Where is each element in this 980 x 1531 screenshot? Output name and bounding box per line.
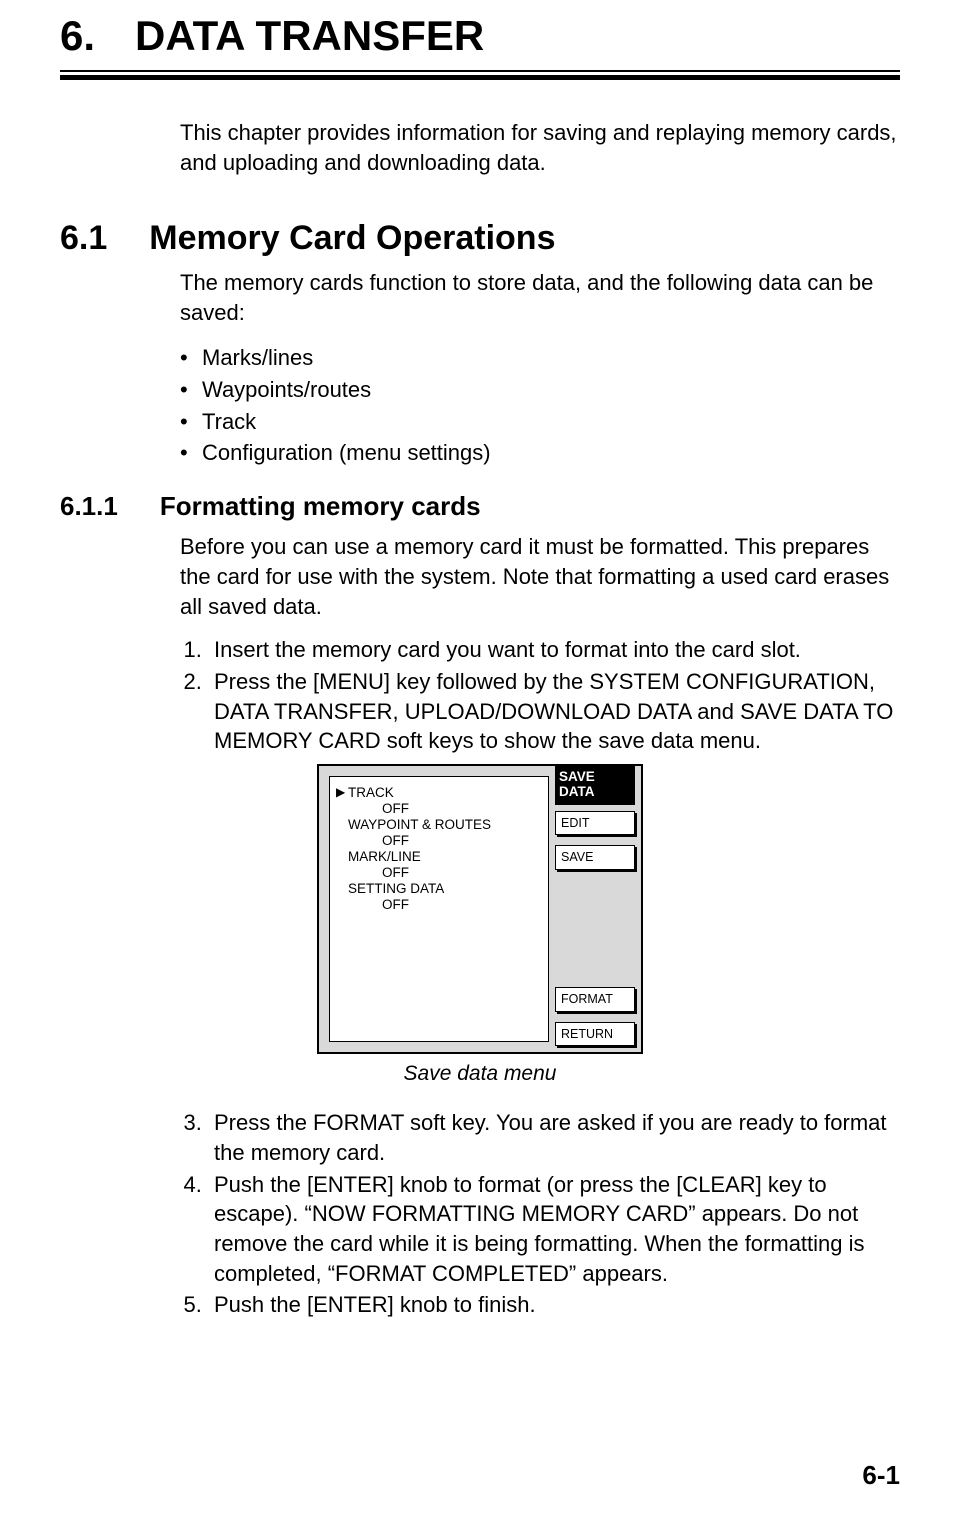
list-item: Track [180,406,900,438]
list-item: Marks/lines [180,342,900,374]
step-4: Push the [ENTER] knob to format (or pres… [208,1170,900,1289]
menu-item-label: SETTING DATA [348,881,444,897]
list-item: Configuration (menu settings) [180,437,900,469]
save-data-menu-figure: ▶ TRACK OFF WAYPOINT & ROUTES OFF MARK/L… [60,764,900,1094]
steps-list-part1: Insert the memory card you want to forma… [180,635,900,756]
section-number: 6.1 [60,219,107,258]
menu-panel: ▶ TRACK OFF WAYPOINT & ROUTES OFF MARK/L… [329,776,549,1042]
section-6-1-heading: 6.1 Memory Card Operations [60,219,900,258]
chapter-number: 6. [60,12,95,60]
chapter-title: 6. DATA TRANSFER [60,12,900,66]
section-title: Memory Card Operations [149,219,555,258]
softkey-return[interactable]: RETURN [555,1022,635,1047]
section-6-1-1-heading: 6.1.1 Formatting memory cards [60,491,900,522]
menu-item-value: OFF [336,801,542,817]
menu-item-label: TRACK [348,785,394,801]
menu-item-label: WAYPOINT & ROUTES [348,817,491,833]
menu-item-value: OFF [336,865,542,881]
softkey-format[interactable]: FORMAT [555,987,635,1012]
steps-list-part2: Press the FORMAT soft key. You are asked… [180,1108,900,1320]
subsection-number: 6.1.1 [60,491,118,522]
section-6-1-1-intro: Before you can use a memory card it must… [180,532,900,621]
subsection-title: Formatting memory cards [160,491,481,522]
softkey-column: SAVE DATA EDIT SAVE FORMAT RETURN [555,766,641,1052]
chapter-intro: This chapter provides information for sa… [180,118,900,177]
save-data-list: Marks/lines Waypoints/routes Track Confi… [180,342,900,470]
softkey-edit[interactable]: EDIT [555,811,635,836]
softkey-save[interactable]: SAVE [555,845,635,870]
menu-item-value: OFF [336,833,542,849]
figure-caption: Save data menu [404,1062,557,1086]
menu-item-value: OFF [336,897,542,913]
step-5: Push the [ENTER] knob to finish. [208,1290,900,1320]
device-screen: ▶ TRACK OFF WAYPOINT & ROUTES OFF MARK/L… [317,764,643,1054]
menu-item-label: MARK/LINE [348,849,421,865]
chapter-title-text: DATA TRANSFER [135,12,484,60]
step-3: Press the FORMAT soft key. You are asked… [208,1108,900,1167]
title-rule [60,70,900,80]
softkey-group-title: SAVE DATA [555,766,635,805]
page-number: 6-1 [862,1460,900,1491]
step-2: Press the [MENU] key followed by the SYS… [208,667,900,756]
list-item: Waypoints/routes [180,374,900,406]
step-1: Insert the memory card you want to forma… [208,635,900,665]
selection-marker-icon: ▶ [336,785,348,801]
section-6-1-intro: The memory cards function to store data,… [180,268,900,327]
